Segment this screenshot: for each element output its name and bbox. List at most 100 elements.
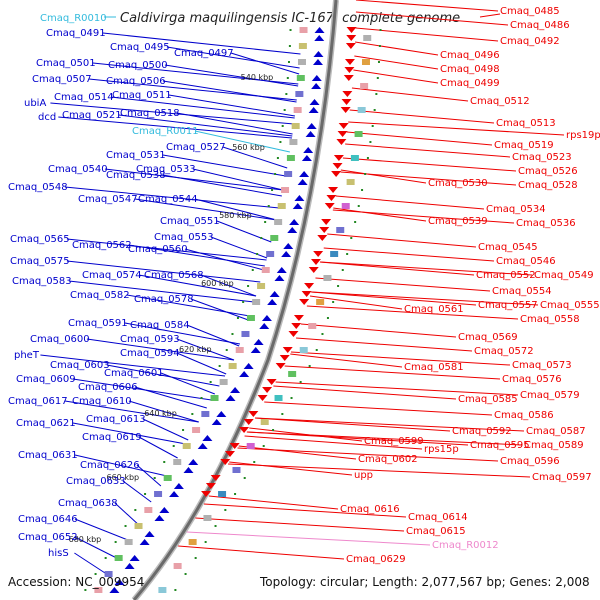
forward-gene-arrow[interactable] (314, 35, 325, 41)
forward-gene-arrow[interactable] (243, 363, 254, 369)
gene-label-cmaq-0552[interactable]: Cmaq_0552 (476, 270, 536, 281)
gene-label-cmaq-0621[interactable]: Cmaq_0621 (16, 418, 76, 429)
gene-label-cmaq-0534[interactable]: Cmaq_0534 (486, 204, 546, 215)
forward-gene-arrow[interactable] (211, 419, 222, 425)
gene-label-cmaq-0629[interactable]: Cmaq_0629 (346, 554, 406, 565)
forward-gene-arrow[interactable] (225, 395, 236, 401)
gene-label-hiss[interactable]: hisS (48, 548, 69, 559)
gene-label-cmaq-0582[interactable]: Cmaq_0582 (70, 290, 130, 301)
gene-label-cmaq-0587[interactable]: Cmaq_0587 (526, 426, 586, 437)
gene-label-cmaq-0511[interactable]: Cmaq_0511 (112, 90, 172, 101)
reverse-gene-arrow[interactable] (229, 443, 240, 449)
reverse-gene-arrow[interactable] (201, 491, 212, 497)
reverse-gene-arrow[interactable] (239, 427, 250, 433)
gene-label-cmaq-0569[interactable]: Cmaq_0569 (458, 332, 518, 343)
gene-label-cmaq-0603[interactable]: Cmaq_0603 (50, 360, 110, 371)
gene-label-cmaq-0626[interactable]: Cmaq_0626 (80, 460, 140, 471)
forward-gene-arrow[interactable] (292, 203, 303, 209)
gene-label-cmaq-0617[interactable]: Cmaq_0617 (8, 396, 68, 407)
forward-gene-arrow[interactable] (124, 563, 135, 569)
gene-label-cmaq-0638[interactable]: Cmaq_0638 (58, 498, 118, 509)
forward-gene-arrow[interactable] (114, 579, 125, 585)
gene-label-cmaq-0518[interactable]: Cmaq_0518 (120, 108, 180, 119)
forward-gene-arrow[interactable] (183, 467, 194, 473)
reverse-gene-arrow[interactable] (220, 459, 231, 465)
gene-label-cmaq-0579[interactable]: Cmaq_0579 (520, 390, 580, 401)
forward-gene-arrow[interactable] (154, 515, 165, 521)
reverse-gene-arrow[interactable] (336, 139, 347, 145)
reverse-gene-arrow[interactable] (317, 235, 328, 241)
reverse-gene-arrow[interactable] (257, 395, 268, 401)
gene-label-cmaq-0619[interactable]: Cmaq_0619 (82, 432, 142, 443)
reverse-gene-arrow[interactable] (341, 99, 352, 105)
forward-gene-arrow[interactable] (269, 291, 280, 297)
gene-label-cmaq-0578[interactable]: Cmaq_0578 (134, 294, 194, 305)
reverse-gene-arrow[interactable] (248, 411, 259, 417)
gene-label-cmaq-0568[interactable]: Cmaq_0568 (144, 270, 204, 281)
gene-label-cmaq-0506[interactable]: Cmaq_0506 (106, 76, 166, 87)
gene-label-cmaq-0585[interactable]: Cmaq_0585 (458, 394, 518, 405)
gene-label-cmaq-0496[interactable]: Cmaq_0496 (440, 50, 500, 61)
gene-label-cmaq-0536[interactable]: Cmaq_0536 (516, 218, 576, 229)
gene-label-cmaq-0575[interactable]: Cmaq_0575 (10, 256, 70, 267)
reverse-gene-arrow[interactable] (310, 259, 321, 265)
forward-gene-arrow[interactable] (253, 339, 264, 345)
gene-label-cmaq-0527[interactable]: Cmaq_0527 (166, 142, 226, 153)
gene-label-cmaq-0558[interactable]: Cmaq_0558 (520, 314, 580, 325)
gene-label-cmaq-0589[interactable]: Cmaq_0589 (524, 440, 584, 451)
forward-gene-arrow[interactable] (109, 587, 120, 593)
forward-gene-arrow[interactable] (261, 315, 272, 321)
gene-label-cmaq-0533[interactable]: Cmaq_0533 (136, 164, 196, 175)
forward-gene-arrow[interactable] (197, 443, 208, 449)
forward-gene-arrow[interactable] (259, 323, 270, 329)
gene-label-cmaq-0576[interactable]: Cmaq_0576 (502, 374, 562, 385)
reverse-gene-arrow[interactable] (344, 67, 355, 73)
reverse-gene-arrow[interactable] (299, 299, 310, 305)
forward-gene-arrow[interactable] (169, 491, 180, 497)
gene-label-cmaq-0584[interactable]: Cmaq_0584 (130, 320, 190, 331)
gene-label-cmaq-0599[interactable]: Cmaq_0599 (364, 436, 424, 447)
gene-label-cmaq-0547[interactable]: Cmaq_0547 (78, 194, 138, 205)
reverse-gene-arrow[interactable] (344, 59, 355, 65)
gene-label-cmaq-0616[interactable]: Cmaq_0616 (340, 504, 400, 515)
reverse-gene-arrow[interactable] (304, 283, 315, 289)
forward-gene-arrow[interactable] (276, 267, 287, 273)
gene-label-cmaq-0507[interactable]: Cmaq_0507 (32, 74, 92, 85)
reverse-gene-arrow[interactable] (224, 451, 235, 457)
gene-label-ubia[interactable]: ubiA (24, 98, 46, 109)
gene-label-cmaq-0538[interactable]: Cmaq_0538 (106, 170, 166, 181)
gene-label-cmaq-0498[interactable]: Cmaq_0498 (440, 64, 500, 75)
forward-gene-arrow[interactable] (159, 507, 170, 513)
gene-label-cmaq-0565[interactable]: Cmaq_0565 (10, 234, 70, 245)
forward-gene-arrow[interactable] (297, 179, 308, 185)
reverse-gene-arrow[interactable] (301, 291, 312, 297)
gene-label-rps19p[interactable]: rps19p (566, 130, 600, 141)
gene-label-cmaq-0606[interactable]: Cmaq_0606 (78, 382, 138, 393)
gene-label-cmaq-0521[interactable]: Cmaq_0521 (62, 110, 122, 121)
reverse-gene-arrow[interactable] (343, 75, 354, 81)
forward-gene-arrow[interactable] (289, 219, 300, 225)
reverse-gene-arrow[interactable] (332, 163, 343, 169)
reverse-gene-arrow[interactable] (243, 419, 254, 425)
forward-gene-arrow[interactable] (313, 51, 324, 57)
gene-label-cmaq-0528[interactable]: Cmaq_0528 (518, 180, 578, 191)
gene-label-cmaq-0594[interactable]: Cmaq_0594 (120, 348, 180, 359)
forward-gene-arrow[interactable] (287, 227, 298, 233)
forward-gene-arrow[interactable] (239, 371, 250, 377)
gene-label-cmaq-0561[interactable]: Cmaq_0561 (404, 304, 464, 315)
forward-gene-arrow[interactable] (267, 299, 278, 305)
reverse-gene-arrow[interactable] (340, 107, 351, 113)
reverse-gene-arrow[interactable] (205, 483, 216, 489)
gene-label-cmaq-0600[interactable]: Cmaq_0600 (30, 334, 90, 345)
forward-gene-arrow[interactable] (144, 531, 155, 537)
gene-label-cmaq-0485[interactable]: Cmaq_0485 (500, 6, 560, 17)
reverse-gene-arrow[interactable] (279, 355, 290, 361)
gene-label-cmaq-0593[interactable]: Cmaq_0593 (120, 334, 180, 345)
forward-gene-arrow[interactable] (216, 411, 227, 417)
gene-label-cmaq-0555[interactable]: Cmaq_0555 (540, 300, 600, 311)
gene-label-cmaq-0501[interactable]: Cmaq_0501 (36, 58, 96, 69)
forward-gene-arrow[interactable] (301, 155, 312, 161)
forward-gene-arrow[interactable] (299, 171, 310, 177)
forward-gene-arrow[interactable] (281, 251, 292, 257)
gene-label-cmaq-0486[interactable]: Cmaq_0486 (510, 20, 570, 31)
